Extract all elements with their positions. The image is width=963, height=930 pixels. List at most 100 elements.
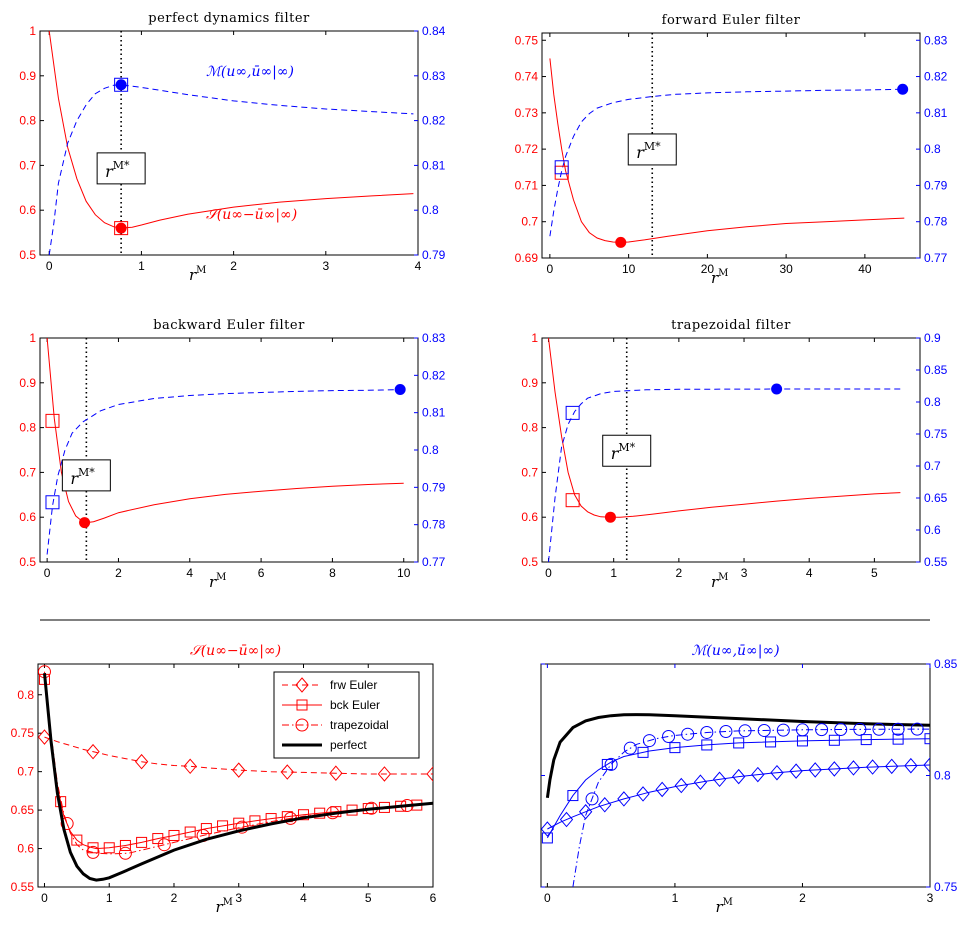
y-tick-label: 0.65 (11, 803, 35, 817)
y2-tick-label: 0.85 (924, 363, 948, 377)
x-tick-label: 6 (258, 566, 265, 580)
y-tick-label: 0.5 (19, 248, 36, 262)
data-point-square (200, 823, 212, 835)
data-point-circle (604, 757, 618, 771)
data-point-circle (891, 722, 905, 736)
chart-title: forward Euler filter (662, 13, 801, 28)
y2-tick-label: 0.77 (422, 555, 446, 569)
x-axis-label: rM (209, 572, 226, 591)
y2-tick-label: 0.83 (422, 69, 446, 83)
data-point-diamond (617, 791, 631, 807)
marker-square (45, 495, 60, 510)
rstar-sup: M* (644, 140, 661, 153)
y-tick-label: 1 (531, 331, 538, 345)
legend-entry-label: bck Euler (330, 698, 380, 712)
data-point-square (860, 734, 872, 746)
plot-frame (39, 337, 419, 563)
data-point-diamond (808, 762, 822, 778)
y2-tick-label: 0.78 (924, 215, 948, 229)
y-tick-label: 0.74 (515, 70, 539, 84)
data-point-diamond (732, 768, 746, 785)
series-line-m-curve (46, 389, 404, 555)
series-line-frw-euler (44, 736, 433, 775)
x-tick-label: 2 (799, 891, 806, 905)
data-point-square (184, 826, 196, 838)
chart-title: ℳ(u∞,ū∞|∞) (691, 643, 779, 659)
data-point-diamond (578, 803, 593, 820)
marker-dot (897, 83, 909, 95)
data-point-circle (776, 723, 790, 737)
y-tick-label: 0.7 (521, 215, 538, 229)
y2-tick-label: 0.7 (924, 459, 941, 473)
data-point-diamond (904, 757, 918, 774)
series-line-s-curve (48, 31, 414, 229)
y2-tick-label: 0.8 (924, 142, 941, 156)
x-axis-label: rM (189, 265, 206, 284)
x-tick-label: 40 (858, 262, 872, 276)
x-tick-label: 2 (171, 891, 178, 905)
chart-title: backward Euler filter (153, 318, 305, 333)
marker-dot (771, 383, 783, 395)
y2-tick-label: 0.8 (422, 443, 439, 457)
rstar-label: rM* (105, 159, 130, 181)
rlabel-sup: M (216, 572, 226, 583)
y-tick-label: 0.7 (521, 465, 538, 479)
plot-frame (540, 663, 931, 888)
data-point-circle (642, 734, 656, 748)
rlabel-sup: M (723, 897, 733, 908)
marker-square (554, 160, 569, 175)
rlabel-sup: M (718, 572, 728, 583)
y2-tick-label: 0.79 (422, 480, 446, 494)
plot-area (38, 665, 433, 882)
data-point-square (103, 842, 115, 854)
y-tick-label: 0.73 (515, 106, 539, 120)
y-tick-label: 0.5 (521, 555, 538, 569)
y-tick-label: 0.7 (19, 465, 36, 479)
x-axis-label: rM (711, 572, 728, 591)
y2-tick-label: 0.82 (422, 114, 446, 128)
data-point-square (669, 742, 681, 754)
x-tick-label: 5 (871, 566, 878, 580)
y2-tick-label: 0.6 (924, 523, 941, 537)
chart-panel-6: ℳ(u∞,ū∞|∞) 0 1 2 3 rM 0.75 0.8 0.85 (540, 643, 958, 916)
marker-dot (79, 517, 91, 529)
data-point-diamond (693, 774, 708, 790)
x-tick-label: 5 (365, 891, 372, 905)
rlabel-r: r (216, 898, 224, 916)
y-tick-label: 0.6 (19, 510, 36, 524)
legend-entry-label: perfect (330, 738, 367, 752)
data-point-circle (757, 723, 771, 737)
y-tick-label: 0.8 (934, 769, 951, 783)
data-point-diamond (789, 763, 803, 779)
y2-tick-label: 0.78 (422, 518, 446, 532)
data-point-square (765, 736, 777, 748)
y2-tick-label: 0.55 (924, 555, 948, 569)
chart-title: perfect dynamics filter (148, 11, 310, 26)
y-tick-label: 0.6 (19, 203, 36, 217)
y2-tick-label: 0.83 (924, 33, 948, 47)
x-tick-label: 2 (230, 259, 237, 273)
data-point-square (136, 836, 148, 848)
marker-dot (115, 222, 127, 234)
data-point-diamond (38, 729, 52, 745)
annotation-label: 𝒮(u∞−ū∞|∞) (206, 207, 297, 223)
y-tick-label: 0.9 (19, 376, 36, 390)
series-line-trapezoidal (572, 728, 930, 887)
x-tick-label: 3 (741, 566, 748, 580)
x-tick-label: 30 (779, 262, 793, 276)
y-tick-label: 0.9 (521, 376, 538, 390)
chart-title: trapezoidal filter (671, 318, 791, 333)
y-tick-label: 0.8 (521, 421, 538, 435)
x-axis-label: rM (711, 268, 728, 287)
rstar-label: rM* (636, 140, 661, 162)
x-tick-label: 2 (115, 566, 122, 580)
data-point-diamond (183, 758, 197, 775)
y2-tick-label: 0.79 (422, 248, 446, 262)
data-point-diamond (559, 811, 574, 828)
data-point-circle (795, 723, 809, 737)
data-point-circle (623, 741, 637, 755)
data-point-diamond (541, 821, 555, 837)
